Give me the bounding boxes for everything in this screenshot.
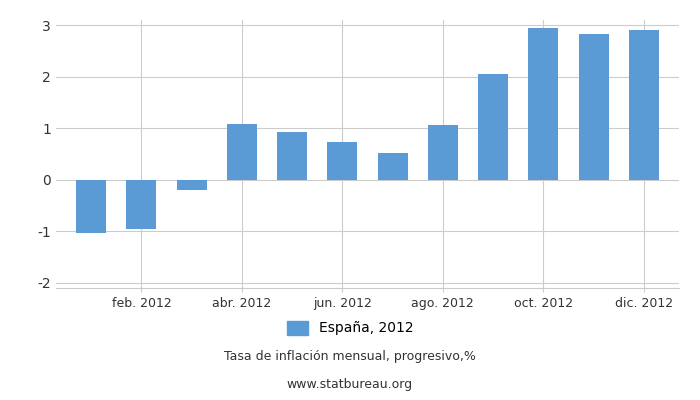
Bar xyxy=(227,124,257,180)
Text: Tasa de inflación mensual, progresivo,%: Tasa de inflación mensual, progresivo,% xyxy=(224,350,476,363)
Bar xyxy=(377,153,407,180)
Legend: España, 2012: España, 2012 xyxy=(281,315,419,341)
Bar xyxy=(126,180,157,229)
Bar xyxy=(578,34,609,180)
Bar xyxy=(428,125,458,180)
Bar xyxy=(478,74,508,180)
Bar xyxy=(277,132,307,180)
Text: www.statbureau.org: www.statbureau.org xyxy=(287,378,413,391)
Bar xyxy=(328,142,358,180)
Bar xyxy=(528,28,559,180)
Bar xyxy=(76,180,106,233)
Bar xyxy=(176,180,206,190)
Bar xyxy=(629,30,659,180)
